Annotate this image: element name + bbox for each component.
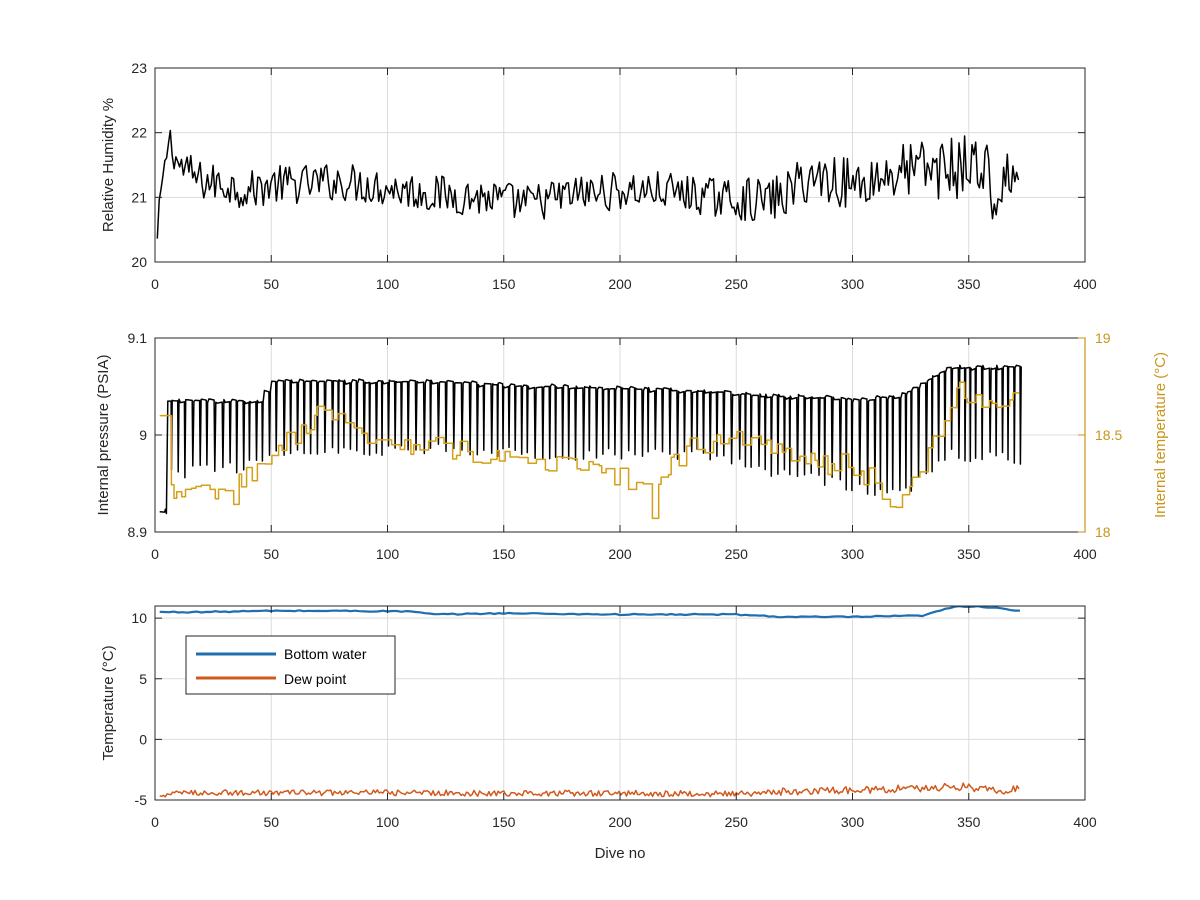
x-tick-label: 300 bbox=[841, 546, 865, 562]
x-tick-label: 100 bbox=[376, 546, 400, 562]
ylabel-internal-pressure: Internal pressure (PSIA) bbox=[95, 355, 112, 516]
legend-label-bottom-water: Bottom water bbox=[284, 646, 367, 662]
ylabel-temperature: Temperature (°C) bbox=[100, 645, 117, 760]
x-tick-label: 350 bbox=[957, 546, 981, 562]
y-tick-label: 9 bbox=[139, 427, 147, 443]
y2-tick-label: 18 bbox=[1095, 524, 1111, 540]
y-tick-label: 10 bbox=[131, 610, 147, 626]
y2-tick-label: 18.5 bbox=[1095, 427, 1122, 443]
x-tick-label: 100 bbox=[376, 276, 400, 292]
x-tick-label: 250 bbox=[725, 814, 749, 830]
legend: Bottom water Dew point bbox=[185, 635, 396, 695]
panel-relative-humidity-grid bbox=[155, 68, 1085, 262]
x-tick-label: 400 bbox=[1073, 546, 1097, 562]
x-tick-label: 0 bbox=[151, 546, 159, 562]
x-tick-label: 50 bbox=[263, 814, 279, 830]
x-tick-label: 150 bbox=[492, 546, 516, 562]
panel-internal-pressure-ticks: 0 50 100 150 200 250 300 350 400 8.9 9 9.1 18 18.5 19 bbox=[128, 330, 1123, 562]
y2label-internal-temperature: Internal temperature (°C) bbox=[1152, 352, 1169, 518]
x-tick-label: 200 bbox=[608, 276, 632, 292]
legend-box bbox=[185, 635, 396, 695]
panel-relative-humidity: 0 50 100 150 200 250 300 350 400 20 21 22 23 Relativ… bbox=[100, 60, 1097, 292]
x-tick-label: 350 bbox=[957, 276, 981, 292]
panel-internal-pressure: 0 50 100 150 200 250 300 350 4008.999.11818.519 … bbox=[95, 330, 1169, 562]
x-tick-label: 50 bbox=[263, 546, 279, 562]
legend-label-dew-point: Dew point bbox=[284, 671, 346, 687]
series-line-1-1 bbox=[159, 381, 1019, 520]
series-line-2-0 bbox=[159, 606, 1020, 619]
x-tick-label: 150 bbox=[492, 814, 516, 830]
x-tick-label: 250 bbox=[725, 276, 749, 292]
x-tick-label: 250 bbox=[725, 546, 749, 562]
x-tick-label: 200 bbox=[608, 814, 632, 830]
y-tick-label: 22 bbox=[131, 125, 147, 141]
y-tick-label: 9.1 bbox=[128, 330, 148, 346]
x-tick-label: 0 bbox=[151, 814, 159, 830]
y2-tick-label: 19 bbox=[1095, 330, 1111, 346]
x-tick-label: 400 bbox=[1073, 814, 1097, 830]
x-tick-label: 200 bbox=[608, 546, 632, 562]
x-tick-label: 100 bbox=[376, 814, 400, 830]
series-line-2-1 bbox=[159, 782, 1020, 798]
y-tick-label: 20 bbox=[131, 254, 147, 270]
ylabel-relative-humidity: Relative Humidity % bbox=[100, 98, 117, 232]
y-tick-label: 8.9 bbox=[128, 524, 148, 540]
x-tick-label: 300 bbox=[841, 814, 865, 830]
x-tick-label: 300 bbox=[841, 276, 865, 292]
xlabel-dive-no: Dive no bbox=[595, 845, 646, 862]
x-tick-label: 350 bbox=[957, 814, 981, 830]
x-tick-label: 50 bbox=[263, 276, 279, 292]
y-tick-label: 5 bbox=[139, 671, 147, 687]
y-tick-label: 21 bbox=[131, 189, 147, 205]
x-tick-label: 400 bbox=[1073, 276, 1097, 292]
panel-relative-humidity-series bbox=[156, 129, 1020, 239]
series-line-1-0 bbox=[159, 364, 1022, 515]
y-tick-label: -5 bbox=[135, 792, 148, 808]
panel-relative-humidity-ticks: 0 50 100 150 200 250 300 350 400 20 21 22 23 bbox=[131, 60, 1096, 292]
panel-internal-pressure-series bbox=[159, 364, 1022, 520]
series-line-0-0 bbox=[156, 129, 1020, 239]
y-tick-label: 23 bbox=[131, 60, 147, 76]
x-tick-label: 150 bbox=[492, 276, 516, 292]
x-tick-label: 0 bbox=[151, 276, 159, 292]
y-tick-label: 0 bbox=[139, 731, 147, 747]
panel-temperature-series bbox=[159, 606, 1020, 798]
